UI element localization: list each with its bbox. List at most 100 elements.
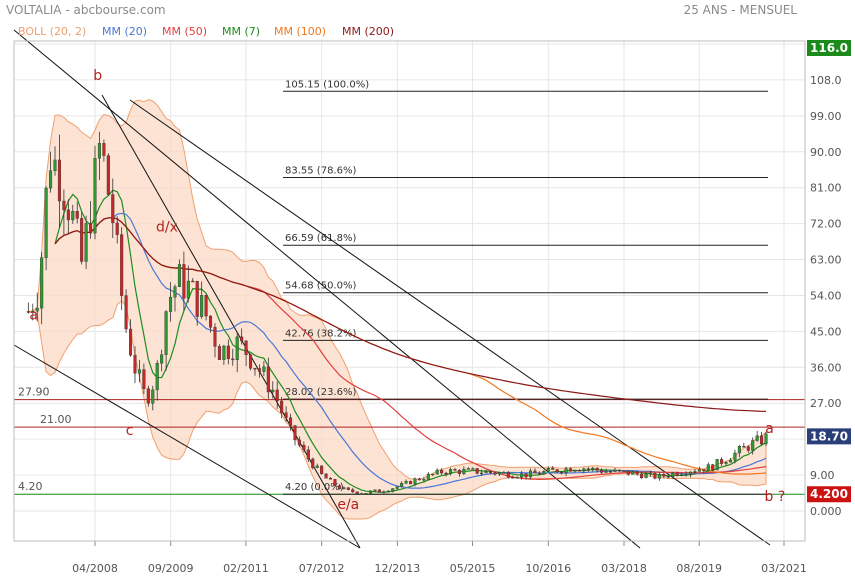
candle-body <box>595 467 599 471</box>
y-tick-label: 99.00 <box>810 110 842 123</box>
candle-body <box>333 479 337 486</box>
candle-body <box>551 468 555 470</box>
candle-body <box>497 472 501 475</box>
wave-label: d/x <box>156 220 178 236</box>
candle-body <box>280 400 284 413</box>
candle-body <box>631 471 635 475</box>
candle-body <box>377 489 381 493</box>
candle-body <box>89 223 93 234</box>
x-tick-label: 05/2015 <box>450 562 496 575</box>
candle-body <box>542 471 546 475</box>
candle-body <box>191 280 195 283</box>
candle-body <box>591 467 595 470</box>
price-badges: 116.0 18.70 4.200 <box>807 39 851 503</box>
candle-body <box>577 470 581 472</box>
candle-body <box>488 471 493 474</box>
y-tick-label: 45.00 <box>810 325 842 338</box>
candle-body <box>160 354 164 364</box>
candle-body <box>164 311 168 355</box>
candle-body <box>57 159 61 202</box>
candle-body <box>515 477 519 479</box>
candle-body <box>231 358 235 361</box>
fib-label: 66.59 (61.8%) <box>285 233 356 244</box>
candle-body <box>386 490 390 493</box>
wave-labels: b a d/x c e/a a b ? <box>29 68 785 513</box>
legend: BOLL (20, 2) MM (20) MM (50) MM (7) MM (100)… <box>18 25 394 38</box>
candle-body <box>93 158 97 234</box>
trend-lines <box>13 29 771 549</box>
candle-body <box>151 389 155 404</box>
candle-body <box>680 474 684 476</box>
candle-body <box>493 472 497 475</box>
candle-body <box>97 143 101 159</box>
candle-body <box>715 459 719 471</box>
fib-label: 4.20 (0.0%) <box>285 482 344 493</box>
candle-body <box>675 472 679 476</box>
candle-body <box>760 435 764 445</box>
candle-body <box>400 483 404 487</box>
candle-body <box>475 468 479 474</box>
candle-body <box>346 487 350 490</box>
candle-body <box>702 469 706 472</box>
candle-body <box>511 477 515 479</box>
legend-entry: MM (200) <box>342 25 394 38</box>
ma-7-line <box>54 189 767 493</box>
candle-body <box>293 425 297 441</box>
x-tick-label: 04/2008 <box>72 562 118 575</box>
x-tick-label: 10/2016 <box>525 562 571 575</box>
candle-body <box>613 469 617 472</box>
candle-body <box>80 218 84 262</box>
candle-body <box>697 469 701 472</box>
candle-body <box>448 469 453 474</box>
candle-body <box>137 369 141 374</box>
candle-body <box>568 468 573 472</box>
legend-entry: MM (20) <box>102 25 147 38</box>
candle-body <box>404 480 408 484</box>
candle-body <box>671 472 675 478</box>
candle-body <box>257 368 261 372</box>
candle-body <box>693 471 697 473</box>
period-selector[interactable]: 25 ANS - MENSUEL <box>683 3 797 17</box>
y-tick-label: 63.00 <box>810 254 842 267</box>
candle-body <box>200 295 204 317</box>
fib-label: 54.68 (50.0%) <box>285 281 356 292</box>
candle-body <box>502 472 506 474</box>
x-tick-label: 03/2021 <box>761 562 807 575</box>
candle-body <box>266 366 270 393</box>
candle-body <box>728 459 733 463</box>
y-tick-label: 81.00 <box>810 182 842 195</box>
candle-body <box>724 462 728 464</box>
x-tick-label: 02/2011 <box>223 562 269 575</box>
candle-body <box>617 469 621 472</box>
candle-body <box>368 490 373 494</box>
candle-body <box>657 473 661 479</box>
candle-body <box>173 286 177 298</box>
candle-body <box>706 464 710 472</box>
candle-body <box>586 468 590 470</box>
candle-body <box>84 223 88 262</box>
candle-body <box>213 327 217 347</box>
candle-body <box>289 417 293 426</box>
candle-body <box>306 449 310 460</box>
level-label: 4.20 <box>18 480 43 493</box>
price-badge-label: 116.0 <box>810 41 848 55</box>
candle-body <box>648 472 653 475</box>
candle-body <box>653 472 657 479</box>
candle-body <box>688 471 693 475</box>
candle-body <box>462 469 466 474</box>
chart-title: VOLTALIA - abcbourse.com <box>6 3 166 17</box>
candle-body <box>31 310 35 313</box>
candle-body <box>66 209 70 221</box>
wave-label: c <box>126 423 134 439</box>
wave-label: b ? <box>765 489 786 505</box>
wave-label: a <box>765 421 774 437</box>
candle-body <box>177 264 181 287</box>
bollinger-fill <box>28 99 767 520</box>
wave-label: a <box>29 307 38 323</box>
candle-body <box>440 469 444 474</box>
candle-body <box>720 459 724 464</box>
candle-body <box>337 485 341 490</box>
price-badge-label: 18.70 <box>810 429 848 443</box>
candle-body <box>253 368 257 370</box>
